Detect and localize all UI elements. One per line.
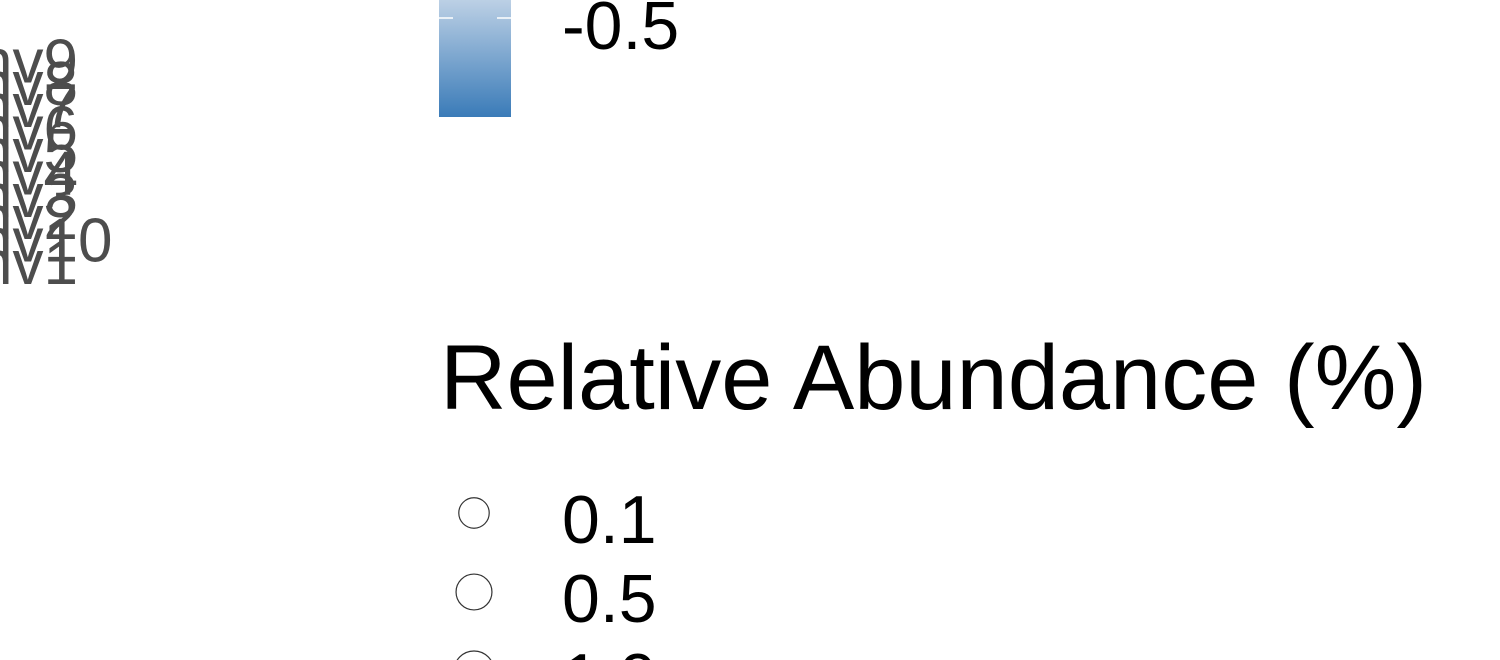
colorbar-label: -0.5	[562, 0, 679, 64]
size-legend-key	[455, 573, 493, 611]
y-tick-label: nv7	[0, 72, 78, 141]
y-tick-label: nv9	[0, 27, 78, 96]
y-tick-label: nv3	[0, 162, 78, 231]
y-tick-label: nv6	[0, 95, 78, 164]
size-legend-key	[458, 497, 490, 529]
y-tick-label: nv4	[0, 139, 78, 208]
y-tick-label: nv2	[0, 184, 78, 253]
y-tick-label: nv8	[0, 50, 78, 119]
colorbar	[439, 0, 511, 117]
size-legend-label: 1.0	[562, 640, 657, 660]
size-legend-key	[456, 650, 492, 660]
y-tick-label: nv10	[0, 207, 112, 276]
size-legend-label: 0.1	[562, 482, 657, 558]
size-legend-label: 0.5	[562, 561, 657, 637]
y-tick-label: nv5	[0, 117, 78, 186]
y-tick-label: nv1	[0, 229, 78, 298]
size-legend-title: Relative Abundance (%)	[440, 327, 1427, 429]
